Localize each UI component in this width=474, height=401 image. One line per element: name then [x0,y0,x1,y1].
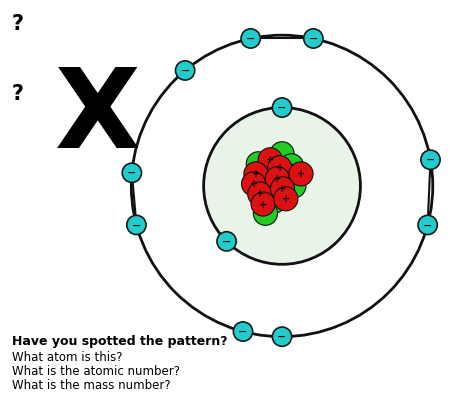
Circle shape [244,162,268,186]
Text: −: − [127,168,137,178]
Text: +: + [252,169,260,179]
Circle shape [273,327,292,346]
Text: ?: ? [12,84,24,104]
Circle shape [268,156,292,180]
Circle shape [254,202,277,226]
Text: What is the atomic number?: What is the atomic number? [12,364,180,377]
Text: ?: ? [12,14,24,34]
Circle shape [259,180,283,204]
Text: +: + [275,163,284,173]
Text: −: − [426,155,435,165]
Text: +: + [297,169,305,179]
Circle shape [282,174,306,198]
Text: +: + [249,179,258,189]
Text: X: X [55,64,140,171]
Text: +: + [259,199,267,209]
Text: +: + [273,174,282,184]
Text: −: − [277,331,287,341]
Circle shape [270,142,294,166]
Circle shape [122,164,142,183]
Circle shape [418,216,438,235]
Text: +: + [282,194,290,204]
Text: What is the mass number?: What is the mass number? [12,378,171,391]
Circle shape [271,177,294,201]
Text: −: − [238,326,248,336]
Circle shape [127,216,146,235]
Circle shape [280,154,303,178]
Circle shape [277,164,301,188]
Text: Have you spotted the pattern?: Have you spotted the pattern? [12,334,228,347]
Circle shape [175,62,195,81]
Text: −: − [222,236,231,246]
Circle shape [262,190,286,214]
Text: −: − [181,66,190,76]
Circle shape [421,151,440,170]
Circle shape [254,169,277,193]
Circle shape [217,232,236,251]
Circle shape [289,162,313,186]
Text: +: + [255,189,264,199]
Circle shape [273,99,292,118]
Circle shape [233,322,253,341]
Circle shape [248,182,272,207]
Text: What atom is this?: What atom is this? [12,350,122,363]
Circle shape [304,30,323,49]
Circle shape [274,187,298,211]
Text: +: + [278,184,287,194]
Text: −: − [132,220,141,230]
Circle shape [256,160,280,184]
Text: −: − [309,34,318,44]
Text: −: − [423,220,432,230]
Circle shape [204,108,360,265]
Circle shape [241,30,260,49]
Text: −: − [277,103,287,113]
Circle shape [242,172,265,196]
Circle shape [265,167,289,191]
Text: −: − [246,34,255,44]
Circle shape [258,148,282,172]
Text: +: + [266,155,274,165]
Circle shape [251,192,275,217]
Circle shape [246,152,270,176]
